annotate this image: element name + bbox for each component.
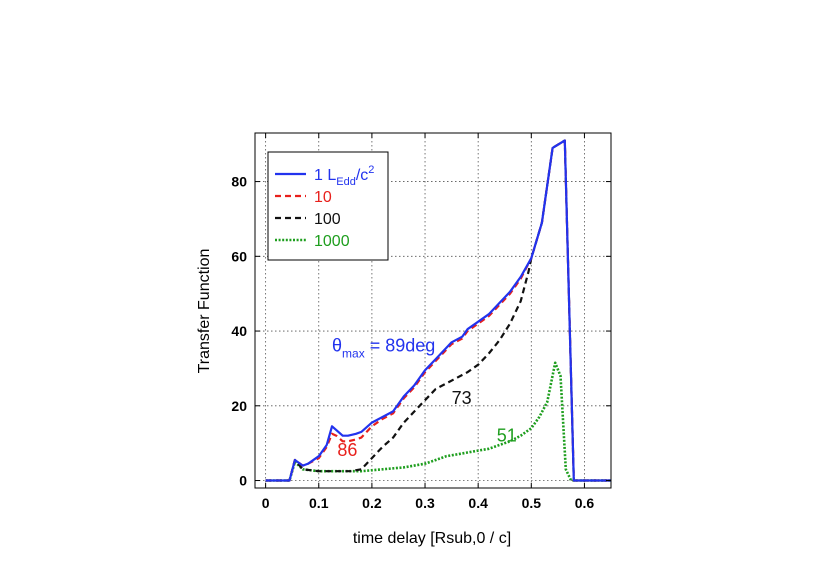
annotation-a51: 51	[497, 425, 517, 445]
annotation-a86: 86	[337, 440, 357, 460]
y-tick-label: 60	[231, 248, 247, 264]
series-line-1000	[265, 361, 611, 482]
y-tick-label: 20	[231, 398, 247, 414]
annotation-a73: 73	[452, 388, 472, 408]
axis-ticks	[255, 133, 611, 488]
x-tick-label: 0.2	[362, 495, 382, 511]
tick-labels: 0 0.1 0.2 0.3 0.4 0.5 0.6 0 20 40 60 80	[231, 174, 594, 511]
legend-label: 1000	[314, 233, 350, 250]
annotation-theta: θmax = 89deg	[332, 336, 435, 361]
legend-label: 10	[314, 189, 332, 206]
annotations: θmax = 89deg 86 73 51	[332, 336, 517, 461]
series-lines	[265, 139, 611, 482]
y-tick-label: 0	[239, 473, 247, 489]
legend-box	[267, 151, 389, 261]
y-tick-label: 80	[231, 174, 247, 190]
series-line-1-ledd-c2	[265, 139, 611, 482]
y-axis-label: Transfer Function	[196, 249, 213, 374]
x-tick-label: 0	[262, 495, 270, 511]
plot-frame	[254, 132, 612, 489]
grid-lines	[255, 133, 611, 488]
legend-label: 100	[314, 211, 341, 228]
x-tick-label: 0.1	[309, 495, 329, 511]
x-tick-label: 0.3	[415, 495, 435, 511]
x-axis-label: time delay [Rsub,0 / c]	[353, 530, 511, 547]
y-tick-label: 40	[231, 323, 247, 339]
x-tick-label: 0.5	[522, 495, 542, 511]
x-tick-label: 0.6	[575, 495, 595, 511]
x-tick-label: 0.4	[468, 495, 488, 511]
